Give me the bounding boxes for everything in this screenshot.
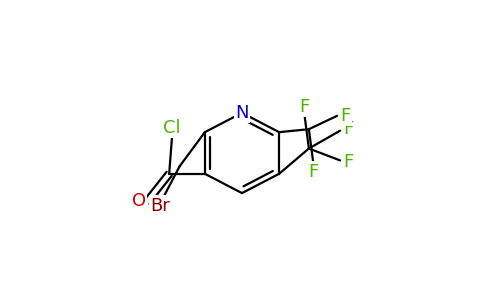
Text: O: O [132,191,146,209]
Text: F: F [340,107,350,125]
Text: F: F [308,163,318,181]
Text: F: F [299,98,310,116]
Text: Cl: Cl [163,119,181,137]
Text: N: N [235,104,249,122]
Text: Br: Br [151,197,170,215]
Text: F: F [343,120,353,138]
Text: F: F [343,153,353,171]
